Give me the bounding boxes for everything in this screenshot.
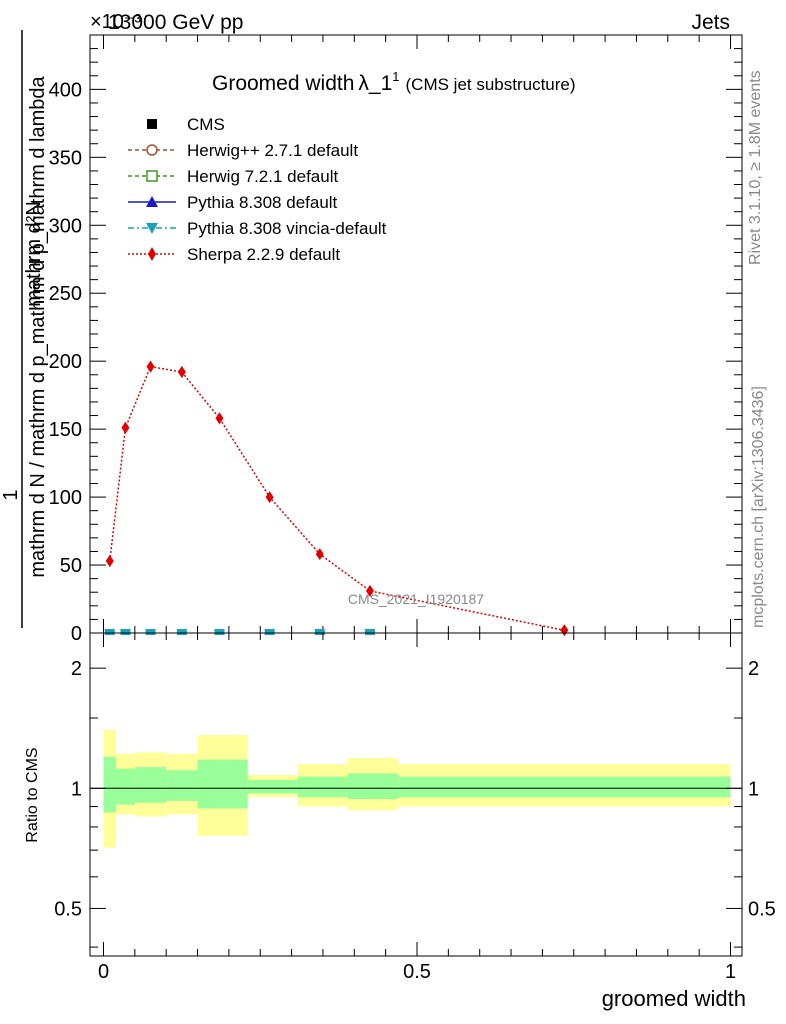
- legend-marker-cms: [147, 119, 157, 129]
- main-data-layer: [104, 360, 569, 637]
- sherpa-point: [265, 491, 274, 504]
- y-tick-label: 300: [49, 215, 82, 237]
- legend-label: Herwig 7.2.1 default: [187, 167, 338, 186]
- ratio-inner-band: [197, 759, 248, 809]
- near-zero-marker: [176, 629, 187, 635]
- y-tick-label: 200: [49, 351, 82, 373]
- legend-label: Pythia 8.308 default: [187, 193, 338, 212]
- mcplots-label: mcplots.cern.ch [arXiv:1306.3436]: [750, 386, 767, 628]
- legend-label: Pythia 8.308 vincia-default: [187, 219, 387, 238]
- sherpa-line: [109, 365, 565, 632]
- y-axis-label-top: mathrm d²N: [23, 201, 45, 307]
- main-panel: 0 50 100 150 200 250 300 350 400 Groomed width λ_…: [0, 30, 743, 645]
- y-tick-label: 100: [49, 487, 82, 509]
- near-zero-marker: [214, 629, 225, 635]
- ratio-y-tick-label: 0.5: [54, 898, 82, 920]
- x-tick-label: 0.5: [403, 961, 431, 983]
- ratio-tick-layer: 0.5 0.5 1 1 2 2 0 0.5 1: [54, 633, 776, 983]
- ratio-y-tick-label: 2: [71, 658, 82, 680]
- x-tick-label: 1: [725, 961, 736, 983]
- ratio-frame: [89, 632, 743, 957]
- main-tick-layer: 0 50 100 150 200 250 300 350 400: [49, 35, 742, 645]
- chart-title: Groomed width λ_11 (CMS jet substructure): [212, 69, 576, 95]
- legend-marker-vincia: [146, 223, 158, 234]
- sherpa-point: [315, 548, 324, 561]
- sherpa-point: [146, 360, 155, 373]
- y-tick-label: 50: [60, 555, 82, 577]
- ratio-y-tick-label-right: 1: [748, 778, 759, 800]
- legend: CMS Herwig++ 2.7.1 default Herwig 7.2.1 de…: [128, 115, 387, 264]
- ratio-inner-band: [297, 776, 349, 798]
- sherpa-point: [177, 366, 186, 379]
- y-tick-label: 0: [71, 623, 82, 645]
- y-tick-label: 350: [49, 147, 82, 169]
- near-zero-marker: [264, 629, 275, 635]
- ratio-band-layer: [90, 729, 742, 848]
- y-tick-label: 250: [49, 283, 82, 305]
- x-tick-label: 0: [98, 961, 109, 983]
- process-label: Jets: [691, 11, 730, 34]
- sherpa-point: [105, 554, 114, 567]
- ratio-inner-band: [247, 779, 298, 794]
- sherpa-point: [365, 584, 374, 597]
- ratio-y-axis-label: Ratio to CMS: [24, 747, 41, 842]
- near-zero-marker: [145, 629, 156, 635]
- y-axis-label-denominator: mathrm d N / mathrm d p_mathrm d p_mathr…: [27, 75, 49, 577]
- legend-marker-sherpa: [148, 247, 156, 261]
- exponent-label: ×10⁻³: [90, 11, 141, 33]
- ratio-inner-band: [116, 768, 135, 805]
- sherpa-point: [121, 421, 130, 434]
- ratio-panel: 0.5 0.5 1 1 2 2 0 0.5 1 Ratio to CMS groomed wid…: [24, 632, 776, 1011]
- energy-label: 13000 GeV pp: [108, 11, 243, 34]
- legend-label: Sherpa 2.2.9 default: [187, 245, 340, 264]
- ratio-y-tick-label-right: 0.5: [748, 898, 776, 920]
- y-axis-label-numerator: 1: [0, 489, 22, 500]
- y-tick-label: 400: [49, 79, 82, 101]
- rivet-label: Rivet 3.1.10, ≥ 1.8M events: [747, 70, 764, 265]
- ratio-inner-band: [348, 773, 399, 800]
- ratio-inner-band: [103, 756, 117, 813]
- legend-label: Herwig++ 2.7.1 default: [187, 141, 358, 160]
- ratio-y-tick-label: 1: [71, 778, 82, 800]
- sherpa-point: [560, 624, 569, 637]
- ratio-inner-band: [166, 770, 198, 801]
- ratio-inner-band: [398, 776, 731, 798]
- x-axis-label: groomed width: [602, 986, 746, 1011]
- legend-label: CMS: [187, 115, 225, 134]
- near-zero-marker: [364, 629, 375, 635]
- near-zero-marker: [104, 629, 115, 635]
- ratio-inner-band: [134, 767, 167, 803]
- legend-marker-herwigpp: [146, 144, 158, 156]
- near-zero-marker: [120, 629, 131, 635]
- near-zero-marker: [314, 629, 325, 635]
- legend-marker-pythia: [146, 196, 158, 207]
- watermark-label: CMS_2021_I1920187: [348, 591, 484, 607]
- legend-marker-herwig7: [146, 170, 158, 182]
- ratio-y-tick-label-right: 2: [748, 658, 759, 680]
- sherpa-point: [215, 412, 224, 425]
- y-tick-label: 150: [49, 419, 82, 441]
